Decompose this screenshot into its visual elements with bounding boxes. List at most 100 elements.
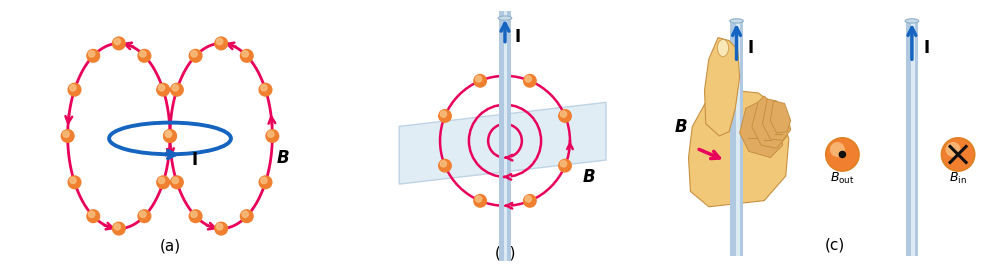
Circle shape [171,84,183,96]
Text: (b): (b) [494,245,516,260]
Circle shape [171,176,183,188]
Circle shape [70,85,76,91]
Circle shape [525,76,531,82]
Circle shape [189,50,202,62]
Circle shape [240,50,253,62]
Circle shape [70,177,76,184]
Ellipse shape [498,16,512,20]
Circle shape [560,161,567,167]
Circle shape [157,176,169,189]
Circle shape [63,131,69,137]
Circle shape [172,85,178,91]
Ellipse shape [730,19,743,23]
Circle shape [216,38,223,45]
Polygon shape [705,38,740,136]
Circle shape [440,161,447,167]
Circle shape [140,211,146,217]
Bar [499,11,511,261]
Bar [906,22,908,256]
Bar [730,22,743,256]
Circle shape [475,76,482,82]
Circle shape [158,85,165,91]
Circle shape [242,51,248,57]
Circle shape [88,211,95,217]
Circle shape [112,37,125,50]
Circle shape [525,196,531,202]
Polygon shape [689,90,789,207]
Polygon shape [752,96,787,148]
Circle shape [524,75,536,87]
Text: B: B [675,118,688,136]
Circle shape [61,130,74,142]
Circle shape [158,177,165,184]
Circle shape [216,224,223,230]
Polygon shape [740,102,783,157]
Polygon shape [762,99,791,140]
Circle shape [165,131,172,137]
Circle shape [439,110,451,122]
Circle shape [268,131,274,137]
Circle shape [112,222,125,235]
Circle shape [830,142,845,157]
Circle shape [87,210,100,222]
Text: (c): (c) [825,238,845,253]
Circle shape [87,50,100,62]
Circle shape [189,210,202,222]
Circle shape [941,138,975,171]
Ellipse shape [905,19,919,23]
Circle shape [172,177,178,184]
Circle shape [259,176,272,189]
Circle shape [68,176,81,188]
Circle shape [114,224,120,230]
Bar [504,11,507,261]
Circle shape [826,138,859,171]
Circle shape [88,51,95,57]
Circle shape [261,85,267,91]
Circle shape [215,37,228,50]
Ellipse shape [717,39,729,57]
Circle shape [266,130,279,142]
Circle shape [140,51,146,57]
Circle shape [191,51,197,57]
Circle shape [439,159,451,172]
Circle shape [839,152,845,157]
Circle shape [157,84,169,96]
Circle shape [191,211,197,217]
Circle shape [474,75,486,87]
Circle shape [138,210,151,222]
Circle shape [524,194,536,207]
Text: (a): (a) [159,239,181,254]
Circle shape [261,177,267,184]
Circle shape [240,210,253,222]
Polygon shape [770,101,791,133]
Circle shape [165,131,172,137]
Text: I: I [192,151,198,169]
Text: $B_\mathrm{out}$: $B_\mathrm{out}$ [830,171,855,186]
Text: B: B [276,149,289,167]
Polygon shape [399,102,606,184]
Circle shape [559,110,571,122]
Circle shape [560,111,567,117]
Bar [736,22,740,256]
Text: I: I [748,39,754,57]
Circle shape [559,159,571,172]
Circle shape [114,38,120,45]
Circle shape [259,84,272,96]
Text: I: I [923,39,929,57]
Bar [906,22,918,256]
Circle shape [475,196,482,202]
Circle shape [440,111,447,117]
Circle shape [474,194,486,207]
Circle shape [242,211,248,217]
Bar [911,22,915,256]
Bar [499,11,502,261]
Bar [730,22,733,256]
Circle shape [68,84,81,96]
Circle shape [946,142,961,157]
Text: I: I [515,28,521,46]
Circle shape [138,50,151,62]
Circle shape [215,222,228,235]
Circle shape [164,130,176,142]
Circle shape [164,130,176,142]
Text: $B_\mathrm{in}$: $B_\mathrm{in}$ [949,171,967,186]
